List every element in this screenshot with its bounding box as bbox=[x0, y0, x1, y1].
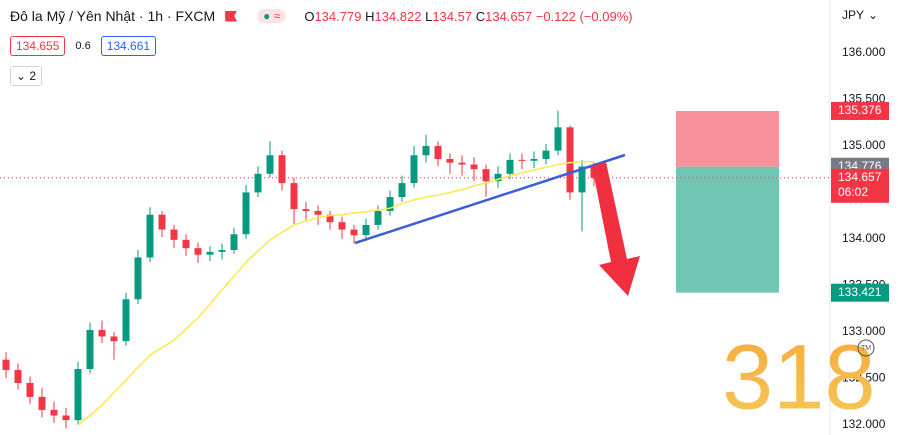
legend-close: 134.657 bbox=[485, 8, 533, 24]
price-badge bbox=[831, 101, 889, 120]
legend-letter: H bbox=[365, 8, 375, 24]
candle-body bbox=[422, 145, 430, 156]
price-axis: 132.000132.500133.000133.500134.000134.5… bbox=[831, 45, 889, 431]
candle-body bbox=[134, 257, 142, 300]
indicator-count: 2 bbox=[29, 69, 37, 83]
candle-body bbox=[338, 222, 346, 230]
candle-body bbox=[386, 197, 394, 211]
legend-low: 134.57 bbox=[432, 8, 473, 24]
candle-body bbox=[110, 336, 118, 342]
bid-button[interactable]: 134.655 bbox=[10, 36, 66, 56]
candle-body bbox=[398, 183, 406, 198]
y-tick-label: 133.000 bbox=[842, 324, 886, 338]
indicator-row: ⌄ 2 bbox=[10, 66, 43, 86]
candle-body bbox=[86, 329, 94, 370]
spread: 0.6 bbox=[75, 40, 91, 52]
candle-body bbox=[254, 173, 262, 193]
price-badge bbox=[831, 168, 889, 203]
candle-body bbox=[302, 209, 310, 211]
target-zone bbox=[676, 166, 779, 293]
quote-row: 134.655 0.6 134.661 bbox=[10, 36, 157, 56]
symbol-title: Đô la Mỹ / Yên Nhật · 1h · FXCM bbox=[10, 8, 216, 24]
y-tick-label: 134.000 bbox=[842, 231, 886, 245]
candle-body bbox=[578, 166, 586, 193]
flag-icon[interactable] bbox=[225, 10, 238, 22]
candle-body bbox=[410, 155, 418, 184]
watermark: 318 bbox=[722, 326, 876, 428]
ohlc-legend: O134.779 H134.822 L134.57 C134.657 −0.12… bbox=[304, 9, 632, 24]
candle-body bbox=[194, 248, 202, 255]
stop-zone bbox=[676, 110, 779, 167]
candle-body bbox=[218, 250, 226, 252]
y-tick-label: 136.000 bbox=[842, 45, 886, 59]
candle-body bbox=[62, 415, 70, 421]
legend-letter: C bbox=[475, 8, 486, 24]
candle-body bbox=[494, 173, 502, 182]
candle-body bbox=[434, 145, 442, 159]
candle-body bbox=[74, 369, 82, 421]
candle-body bbox=[566, 127, 574, 193]
candle-body bbox=[242, 192, 250, 235]
candle-body bbox=[554, 127, 562, 151]
countdown: 06:02 bbox=[838, 185, 868, 199]
candle-body bbox=[98, 329, 106, 337]
price-badge-label: 135.376 bbox=[838, 103, 882, 117]
candle-body bbox=[146, 214, 154, 258]
header-row: Đô la Mỹ / Yên Nhật · 1h · FXCM ● ≈ O134… bbox=[10, 8, 633, 24]
candle-body bbox=[2, 359, 10, 370]
candle-body bbox=[530, 158, 538, 161]
ask-button[interactable]: 134.661 bbox=[100, 36, 157, 56]
y-tick-label: 135.000 bbox=[842, 138, 886, 152]
legend-change: −0.122 (−0.09%) bbox=[535, 8, 633, 24]
candle-body bbox=[290, 183, 298, 210]
legend-high: 134.822 bbox=[374, 8, 422, 24]
candle-body bbox=[26, 382, 34, 397]
y-tick-label: 132.000 bbox=[842, 417, 886, 431]
currency-menu[interactable]: JPY ⌄ bbox=[842, 8, 879, 22]
candle-body bbox=[158, 214, 166, 230]
candle-body bbox=[206, 251, 214, 255]
legend-letter: L bbox=[425, 8, 433, 24]
down-arrow bbox=[592, 162, 640, 296]
candle-body bbox=[170, 229, 178, 240]
tm-circle bbox=[857, 339, 875, 357]
candle-body bbox=[182, 239, 190, 249]
price-badge-label: 133.421 bbox=[838, 285, 882, 299]
y-tick-label: 132.500 bbox=[842, 370, 886, 384]
candle-body bbox=[230, 234, 238, 251]
plot bbox=[0, 110, 830, 429]
candle-body bbox=[518, 159, 526, 161]
indicator-toggle[interactable]: ⌄ 2 bbox=[10, 66, 43, 86]
candle-body bbox=[362, 224, 370, 236]
price-badge bbox=[831, 283, 889, 302]
price-badge-label: 134.657 bbox=[838, 170, 882, 184]
candle-body bbox=[278, 155, 286, 184]
candle-body bbox=[122, 299, 130, 342]
candle-body bbox=[314, 210, 322, 215]
candle-body bbox=[350, 229, 358, 236]
tm-mark: TM bbox=[861, 345, 871, 352]
moving-average bbox=[77, 160, 594, 426]
legend-open: 134.779 bbox=[314, 8, 362, 24]
currency: JPY bbox=[842, 8, 865, 22]
candle-body bbox=[446, 158, 454, 163]
candle-body bbox=[14, 369, 22, 383]
candle-body bbox=[326, 214, 334, 223]
candle-body bbox=[482, 169, 490, 182]
candle-body bbox=[458, 162, 466, 165]
candle-body bbox=[374, 210, 382, 225]
legend-letter: O bbox=[304, 8, 315, 24]
trend-line bbox=[354, 153, 626, 245]
candle-body bbox=[38, 396, 46, 410]
candle-body bbox=[50, 409, 58, 416]
candle-body bbox=[506, 159, 514, 174]
candle-body bbox=[470, 164, 478, 170]
candle-body bbox=[266, 155, 274, 174]
status-pill[interactable]: ● ≈ bbox=[257, 9, 287, 23]
candle-body bbox=[542, 150, 550, 159]
